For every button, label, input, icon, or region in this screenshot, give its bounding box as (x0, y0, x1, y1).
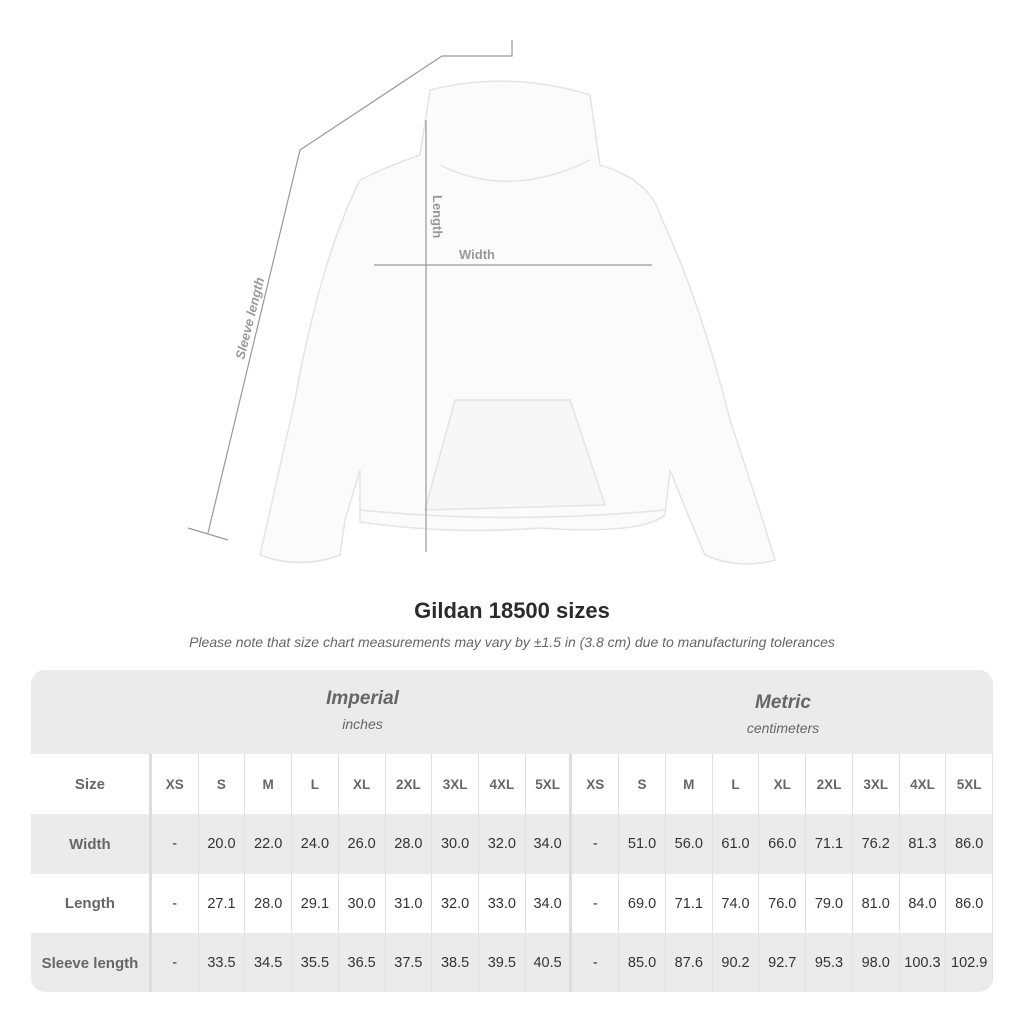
table-cell: XL (339, 754, 386, 814)
size-header-row: Size XS S M L XL 2XL 3XL 4XL 5XL XS S M L XL 2XL 3XL 4XL 5… (31, 754, 993, 814)
table-cell: 38.5 (432, 933, 479, 992)
table-header-band: Imperial inches Metric centimeters (31, 670, 993, 754)
table-cell: 28.0 (245, 873, 293, 934)
table-cell: 32.0 (479, 814, 526, 874)
chart-title: Gildan 18500 sizes (414, 598, 610, 623)
table-cell: 36.5 (339, 933, 386, 992)
table-cell: 30.0 (339, 873, 386, 934)
size-table: Imperial inches Metric centimeters Size X… (31, 670, 993, 992)
table-cell: 28.0 (386, 814, 433, 874)
metric-title: Metric (755, 692, 811, 713)
table-cell: 3XL (853, 754, 900, 814)
length-label: Length (430, 195, 445, 238)
table-cell: 3XL (432, 754, 479, 814)
table-cell: 35.5 (292, 933, 339, 992)
sleeve-line (207, 40, 513, 534)
table-cell: L (713, 754, 760, 814)
table-cell: 56.0 (666, 814, 713, 874)
table-cell: 37.5 (386, 933, 433, 992)
table-cell: 76.2 (853, 814, 900, 874)
table-cell: 34.0 (526, 814, 573, 874)
table-cell: 26.0 (339, 814, 386, 874)
table-cell: 31.0 (386, 873, 433, 934)
row-label: Width (31, 814, 152, 874)
imperial-title: Imperial (326, 688, 399, 709)
table-cell: 51.0 (619, 814, 666, 874)
table-cell: 100.3 (900, 933, 947, 992)
table-row-sleeve-length: Sleeve length -33.5 34.5 35.5 36.5 37.5 38.5 39… (31, 933, 993, 992)
table-cell: 39.5 (479, 933, 526, 992)
table-cell: 66.0 (759, 814, 807, 874)
table-cell: 102.9 (946, 933, 993, 992)
table-cell: 33.5 (199, 933, 246, 992)
table-cell: 71.1 (666, 873, 713, 934)
sleeve-length-label: Sleeve length (232, 276, 267, 361)
table-row-width: Width -20.0 22.0 24.0 26.0 28.0 30.0 32.0 34.0-5… (31, 814, 993, 874)
table-cell: XL (759, 754, 807, 814)
table-cell: 95.3 (806, 933, 853, 992)
table-cell: 4XL (900, 754, 947, 814)
table-cell: L (292, 754, 339, 814)
table-cell: 40.5 (526, 933, 573, 992)
table-cell: - (572, 873, 620, 934)
table-cell: - (572, 933, 620, 992)
table-cell: 85.0 (619, 933, 666, 992)
table-cell: M (666, 754, 713, 814)
table-cell: 76.0 (759, 873, 807, 934)
table-cell: 34.0 (526, 873, 573, 934)
metric-group: Metric centimeters (573, 692, 993, 736)
table-cell: 92.7 (759, 933, 807, 992)
table-cell: M (245, 754, 293, 814)
table-cell: XS (152, 754, 199, 814)
table-cell: 20.0 (199, 814, 246, 874)
table-cell: 4XL (479, 754, 526, 814)
table-cell: - (152, 873, 199, 934)
table-cell: 5XL (946, 754, 993, 814)
table-row-length: Length -27.1 28.0 29.1 30.0 31.0 32.0 33.0 34.0-… (31, 873, 993, 934)
table-cell: 30.0 (432, 814, 479, 874)
table-cell: S (199, 754, 246, 814)
imperial-group: Imperial inches (152, 688, 573, 732)
hoodie-image (259, 80, 776, 565)
table-cell: 29.1 (292, 873, 339, 934)
table-cell: 61.0 (713, 814, 760, 874)
table-cell: 84.0 (900, 873, 947, 934)
table-cell: 79.0 (806, 873, 853, 934)
table-cell: 22.0 (245, 814, 293, 874)
row-label: Size (31, 754, 152, 814)
width-label: Width (459, 247, 495, 262)
table-cell: 34.5 (245, 933, 293, 992)
table-cell: 81.3 (900, 814, 947, 874)
table-cell: 32.0 (432, 873, 479, 934)
table-cell: 86.0 (946, 814, 993, 874)
hoodie-illustration: Length Width Sleeve length (187, 40, 776, 565)
table-cell: - (152, 814, 199, 874)
table-cell: - (572, 814, 620, 874)
row-label: Sleeve length (31, 933, 152, 992)
table-cell: 87.6 (666, 933, 713, 992)
table-cell: 2XL (386, 754, 433, 814)
measurement-lines (187, 40, 652, 552)
table-cell: 86.0 (946, 873, 993, 934)
tolerance-note: Please note that size chart measurements… (189, 634, 835, 650)
table-cell: 27.1 (199, 873, 246, 934)
table-cell: 2XL (806, 754, 853, 814)
table-cell: 81.0 (853, 873, 900, 934)
row-label: Length (31, 873, 152, 934)
table-cell: XS (572, 754, 620, 814)
table-cell: 69.0 (619, 873, 666, 934)
table-cell: 71.1 (806, 814, 853, 874)
table-cell: 90.2 (713, 933, 760, 992)
table-cell: 98.0 (853, 933, 900, 992)
table-cell: S (619, 754, 666, 814)
table-cell: 24.0 (292, 814, 339, 874)
imperial-unit: inches (342, 716, 383, 732)
metric-unit: centimeters (746, 720, 820, 736)
table-cell: 5XL (526, 754, 573, 814)
table-cell: 33.0 (479, 873, 526, 934)
table-cell: - (152, 933, 199, 992)
table-cell: 74.0 (713, 873, 760, 934)
